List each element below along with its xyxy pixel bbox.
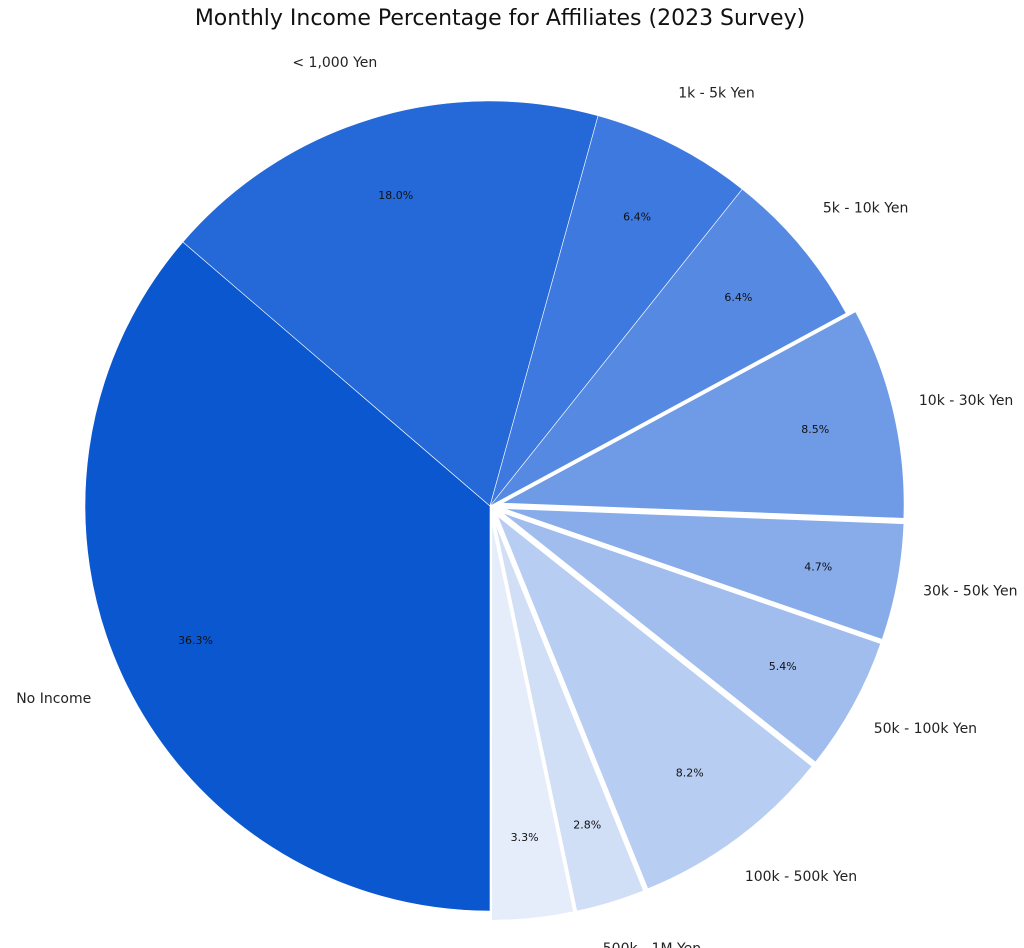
slice-value-label: 3.3%: [511, 831, 539, 844]
pie-slice: [490, 515, 576, 922]
slice-value-label: 2.8%: [573, 819, 601, 832]
pie-slice: [491, 515, 646, 914]
pie-slice: [489, 115, 743, 507]
pie-slice: [498, 509, 883, 765]
slice-value-labels: 36.3% 18.0% 6.4% 6.4% 8.5% 4.7% 5.4% 8.2% 2.8% 3.…: [178, 189, 832, 844]
pie-slice: [493, 510, 815, 891]
slice-value-label: 5.4%: [769, 660, 797, 673]
slice-category-label: 30k - 50k Yen: [923, 583, 1017, 599]
pie-slice: [182, 100, 599, 507]
slice-category-label: No Income: [16, 691, 91, 707]
slice-category-label: < 1,000 Yen: [292, 55, 377, 71]
slice-value-label: 18.0%: [378, 189, 413, 202]
slice-category-label: 500k - 1M Yen: [603, 941, 701, 948]
slice-value-label: 6.4%: [724, 291, 752, 304]
slice-category-label: 5k - 10k Yen: [823, 201, 909, 217]
slice-category-labels: No Income < 1,000 Yen 1k - 5k Yen 5k - 10k …: [16, 55, 1017, 948]
slice-value-label: 4.7%: [804, 561, 832, 574]
pie-slice: [499, 506, 906, 642]
slice-category-label: 10k - 30k Yen: [919, 393, 1013, 409]
slice-value-label: 8.5%: [801, 423, 829, 436]
slice-value-label: 8.2%: [676, 767, 704, 780]
pie-slice: [489, 188, 847, 507]
chart-title: Monthly Income Percentage for Affiliates…: [194, 6, 806, 31]
slice-value-label: 36.3%: [178, 634, 213, 647]
slice-category-label: 100k - 500k Yen: [745, 869, 857, 885]
slice-category-label: 50k - 100k Yen: [874, 721, 977, 737]
pie-slice: [84, 241, 491, 912]
pie-slices: [84, 100, 906, 922]
slice-value-label: 6.4%: [623, 210, 651, 223]
pie-slice: [496, 309, 906, 521]
slice-category-label: 1k - 5k Yen: [678, 85, 755, 101]
